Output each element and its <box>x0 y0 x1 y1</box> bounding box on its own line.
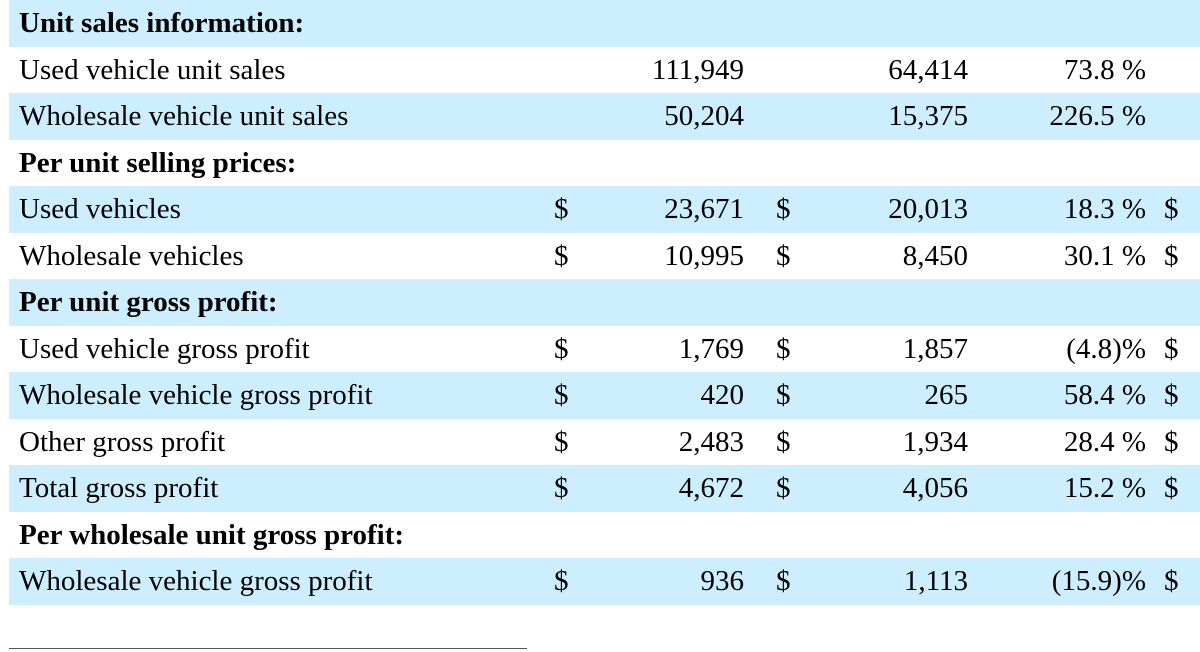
table-row: Used vehicle gross profit $1,769 $1,857 (4.… <box>9 326 1200 373</box>
table-row: Wholesale vehicle gross profit $420 $265 58… <box>9 372 1200 419</box>
label: Other gross profit <box>19 425 226 458</box>
current-period-value: 23,671 <box>664 193 744 225</box>
prior-period-value: 8,450 <box>902 239 968 272</box>
current-period-value: 4,672 <box>678 472 744 504</box>
currency-symbol: $ <box>776 379 791 411</box>
prior-period-value: 4,056 <box>902 472 968 504</box>
prior-period-value: 1,934 <box>902 425 968 458</box>
current-period-value: 50,204 <box>664 100 744 132</box>
percent-change: 30.1 % <box>1063 239 1146 272</box>
current-period-value: 936 <box>700 565 745 597</box>
currency-symbol: $ <box>554 565 569 597</box>
current-period-value: 2,483 <box>678 425 744 458</box>
label: Wholesale vehicle gross profit <box>19 379 373 411</box>
label: Used vehicle unit sales <box>19 53 286 86</box>
currency-symbol: $ <box>554 379 569 411</box>
currency-symbol: $ <box>776 332 791 365</box>
current-period-value: 1,769 <box>678 332 744 365</box>
prior-period-value: 265 <box>924 379 969 411</box>
section-heading: Unit sales information: <box>19 7 305 39</box>
percent-change: 15.2 % <box>1063 472 1146 504</box>
label: Used vehicles <box>19 193 181 225</box>
table-row: Used vehicle unit sales 111,949 64,414 73.8… <box>9 47 1200 94</box>
currency-symbol: $ <box>1164 193 1179 225</box>
current-period-value: 420 <box>700 379 745 411</box>
currency-symbol: $ <box>1164 472 1179 504</box>
section-heading: Per wholesale unit gross profit: <box>19 518 405 551</box>
currency-symbol: $ <box>554 425 569 458</box>
table-row: Total gross profit $4,672 $4,056 15.2 % $ <box>9 465 1200 512</box>
table-row: Wholesale vehicles $10,995 $8,450 30.1 % $ <box>9 233 1200 280</box>
currency-symbol: $ <box>554 472 569 504</box>
currency-symbol: $ <box>776 565 791 597</box>
currency-symbol: $ <box>776 239 791 272</box>
percent-change: (4.8)% <box>1066 332 1146 365</box>
section-heading-row: Per wholesale unit gross profit: <box>9 512 1200 559</box>
currency-symbol: $ <box>1164 565 1179 597</box>
section-heading: Per unit gross profit: <box>19 286 278 318</box>
label: Wholesale vehicle unit sales <box>19 100 349 132</box>
section-heading-row: Unit sales information: <box>9 0 1200 47</box>
footnote-rule <box>9 648 527 649</box>
currency-symbol: $ <box>776 472 791 504</box>
percent-change: 28.4 % <box>1063 425 1146 458</box>
currency-symbol: $ <box>1164 239 1179 272</box>
currency-symbol: $ <box>554 239 569 272</box>
percent-change: 58.4 % <box>1063 379 1146 411</box>
table-row: Wholesale vehicle unit sales 50,204 15,375… <box>9 93 1200 140</box>
currency-symbol: $ <box>776 193 791 225</box>
table-row: Used vehicles $23,671 $20,013 18.3 % $ <box>9 186 1200 233</box>
section-heading-row: Per unit gross profit: <box>9 279 1200 326</box>
financial-table: Unit sales information: Used vehicle unit… <box>9 0 1200 605</box>
percent-change: 73.8 % <box>1063 53 1146 86</box>
prior-period-value: 64,414 <box>888 53 968 86</box>
section-heading-row: Per unit selling prices: <box>9 140 1200 187</box>
table-row: Wholesale vehicle gross profit $936 $1,113… <box>9 558 1200 605</box>
percent-change: 226.5 % <box>1049 100 1146 132</box>
prior-period-value: 20,013 <box>888 193 968 225</box>
percent-change: 18.3 % <box>1063 193 1146 225</box>
currency-symbol: $ <box>1164 425 1179 458</box>
label: Wholesale vehicle gross profit <box>19 565 373 597</box>
prior-period-value: 15,375 <box>888 100 968 132</box>
currency-symbol: $ <box>1164 379 1179 411</box>
prior-period-value: 1,113 <box>903 565 968 597</box>
label: Total gross profit <box>19 472 219 504</box>
currency-symbol: $ <box>554 193 569 225</box>
current-period-value: 111,949 <box>651 53 744 86</box>
prior-period-value: 1,857 <box>902 332 968 365</box>
table-row: Other gross profit $2,483 $1,934 28.4 % $ <box>9 419 1200 466</box>
currency-symbol: $ <box>554 332 569 365</box>
label: Used vehicle gross profit <box>19 332 310 365</box>
percent-change: (15.9)% <box>1051 565 1146 597</box>
currency-symbol: $ <box>776 425 791 458</box>
currency-symbol: $ <box>1164 332 1179 365</box>
label: Wholesale vehicles <box>19 239 244 272</box>
section-heading: Per unit selling prices: <box>19 146 297 179</box>
current-period-value: 10,995 <box>664 239 744 272</box>
